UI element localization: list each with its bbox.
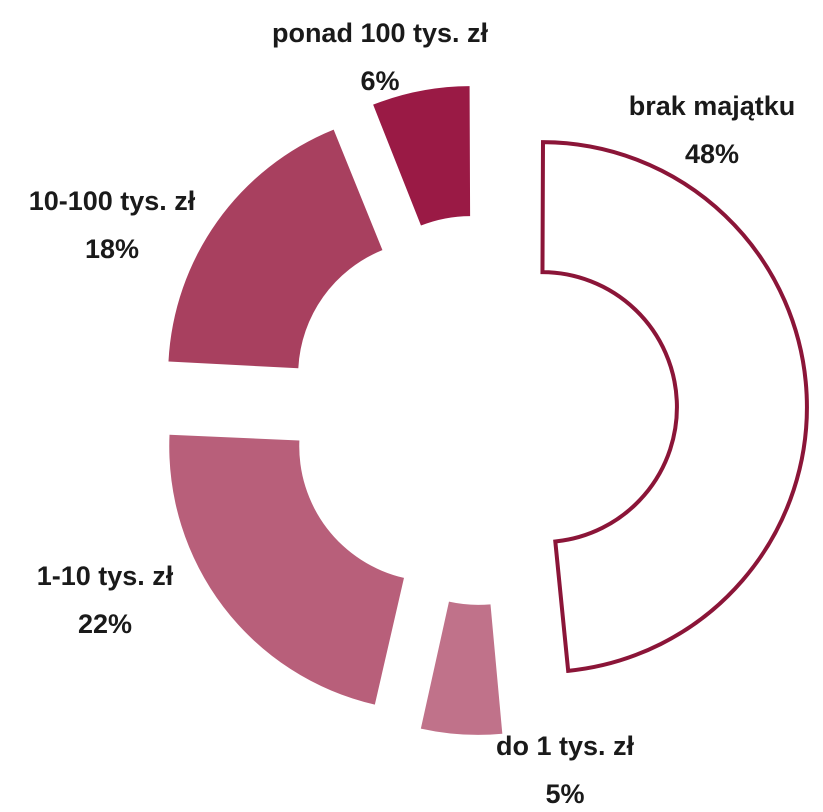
segment-label: 1-10 tys. zł (37, 561, 174, 591)
segment-label: do 1 tys. zł (496, 731, 635, 761)
segment-value-label: 6% (360, 66, 399, 96)
segment-value-label: 18% (85, 234, 139, 264)
donut-segment (420, 601, 503, 735)
segment-label: 10-100 tys. zł (29, 186, 196, 216)
segment-label: brak majątku (629, 91, 796, 121)
segment-value-label: 22% (78, 609, 132, 639)
segment-value-label: 5% (545, 779, 584, 809)
donut-segment (168, 129, 383, 369)
donut-segment (540, 140, 809, 674)
donut-segment (169, 434, 404, 705)
segment-label: ponad 100 tys. zł (272, 18, 489, 48)
donut-segment (373, 86, 471, 226)
segment-value-label: 48% (685, 139, 739, 169)
